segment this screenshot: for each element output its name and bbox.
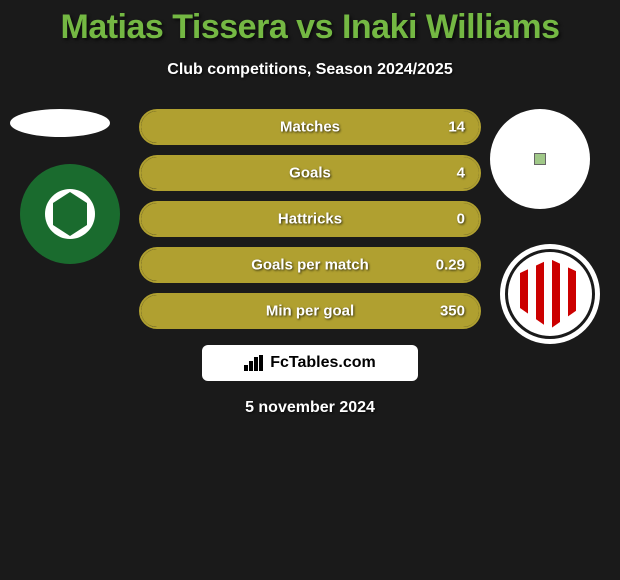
stat-label: Goals per match <box>251 257 369 274</box>
subtitle: Club competitions, Season 2024/2025 <box>0 61 620 79</box>
stat-value: 4 <box>457 165 465 182</box>
stat-label: Min per goal <box>266 303 354 320</box>
stat-row-min-per-goal: Min per goal 350 <box>139 293 481 329</box>
stat-row-hattricks: Hattricks 0 <box>139 201 481 237</box>
watermark-text: FcTables.com <box>270 354 376 372</box>
player-left-avatar <box>10 109 110 137</box>
date-text: 5 november 2024 <box>0 399 620 417</box>
watermark: FcTables.com <box>202 345 418 381</box>
chart-icon <box>244 355 264 371</box>
stat-value: 350 <box>440 303 465 320</box>
comparison-content: Matches 14 Goals 4 Hattricks 0 Goals per… <box>0 109 620 417</box>
stat-value: 14 <box>448 119 465 136</box>
stat-value: 0 <box>457 211 465 228</box>
stats-container: Matches 14 Goals 4 Hattricks 0 Goals per… <box>139 109 481 329</box>
image-placeholder-icon <box>534 153 546 165</box>
stat-value: 0.29 <box>436 257 465 274</box>
athletic-badge-icon <box>500 244 600 344</box>
stat-row-goals-per-match: Goals per match 0.29 <box>139 247 481 283</box>
club-badge-left <box>20 164 120 264</box>
stat-label: Matches <box>280 119 340 136</box>
stat-label: Hattricks <box>278 211 342 228</box>
stat-label: Goals <box>289 165 331 182</box>
club-badge-right <box>500 244 600 344</box>
page-title: Matias Tissera vs Inaki Williams <box>0 0 620 47</box>
stat-row-goals: Goals 4 <box>139 155 481 191</box>
player-right-avatar <box>490 109 590 209</box>
stat-row-matches: Matches 14 <box>139 109 481 145</box>
ludogorets-badge-icon <box>20 164 120 264</box>
